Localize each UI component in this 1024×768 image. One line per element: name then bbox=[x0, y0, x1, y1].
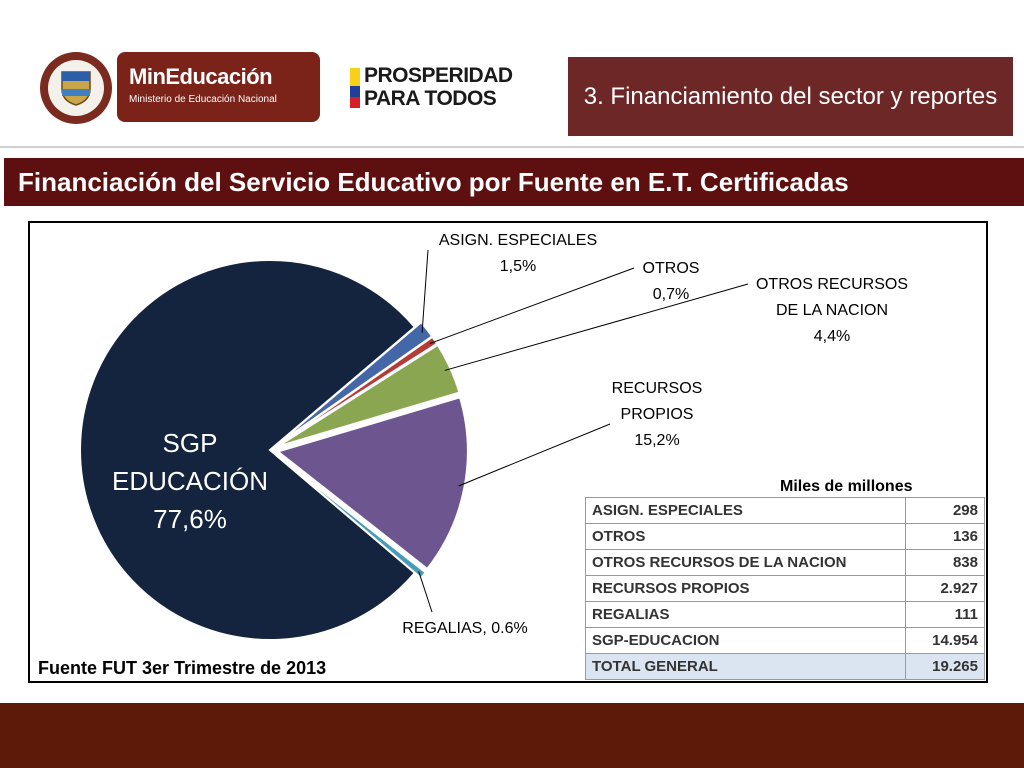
slice-label-line: PROPIOS bbox=[620, 406, 694, 423]
slice-label-line: DE LA NACION bbox=[775, 302, 889, 319]
label-otros: OTROS 0,7% bbox=[622, 256, 720, 308]
prosperidad-line1: PROSPERIDAD bbox=[364, 64, 513, 87]
section-title: 3. Financiamiento del sector y reportes bbox=[568, 57, 1013, 136]
pie-slice-otros-recursos-nacion bbox=[276, 343, 461, 448]
pie-slice-recursos-propios bbox=[275, 396, 469, 571]
prosperidad-line2: PARA TODOS bbox=[364, 87, 497, 110]
colombia-flag-icon bbox=[350, 68, 360, 108]
slice-label-line: 77,6% bbox=[153, 504, 227, 534]
slice-label-line: OTROS RECURSOS bbox=[755, 276, 908, 293]
table-row: RECURSOS PROPIOS 2.927 bbox=[585, 575, 985, 602]
table-cell-value: 838 bbox=[905, 549, 985, 576]
footer-bar bbox=[0, 703, 1024, 768]
prosperidad-text: PROSPERIDAD PARA TODOS bbox=[364, 64, 513, 110]
leader-line-otros bbox=[429, 267, 635, 345]
pie-slice-otros bbox=[276, 335, 439, 447]
shield-icon bbox=[48, 60, 104, 116]
leader-line-recursos-propios bbox=[458, 423, 611, 487]
label-asign-especiales: ASIGN. ESPECIALES 1,5% bbox=[420, 228, 616, 280]
slice-label-line: 15,2% bbox=[634, 432, 680, 449]
slice-label-line: 0,7% bbox=[652, 286, 690, 303]
pie-slice-sgp-educacion bbox=[79, 259, 417, 641]
table-cell-value: 136 bbox=[905, 523, 985, 550]
page-title: Financiación del Servicio Educativo por … bbox=[4, 158, 1024, 206]
table-row: ASIGN. ESPECIALES 298 bbox=[585, 497, 985, 524]
table-cell-label: OTROS bbox=[585, 523, 906, 550]
table-cell-value: 2.927 bbox=[905, 575, 985, 602]
slice-label-line: SGP bbox=[162, 428, 218, 458]
table-cell-label: ASIGN. ESPECIALES bbox=[585, 497, 906, 524]
table-cell-value: 111 bbox=[905, 601, 985, 628]
slice-label-line: REGALIAS, 0.6% bbox=[402, 620, 528, 637]
label-otros-recursos-nacion: OTROS RECURSOS DE LA NACION 4,4% bbox=[732, 272, 932, 350]
slice-label-line: EDUCACIÓN bbox=[111, 466, 268, 496]
leader-line-otros-recursos-nacion bbox=[444, 283, 749, 371]
table-cell-label: SGP-EDUCACION bbox=[585, 627, 906, 654]
table-cell-value: 14.954 bbox=[905, 627, 985, 654]
label-regalias: REGALIAS, 0.6% bbox=[380, 616, 550, 642]
slice-label-line: RECURSOS bbox=[611, 380, 703, 397]
table-row: OTROS RECURSOS DE LA NACION 838 bbox=[585, 549, 985, 576]
table-total-row: TOTAL GENERAL 19.265 bbox=[585, 653, 985, 680]
colombia-seal-logo bbox=[40, 52, 112, 124]
table-cell-label: TOTAL GENERAL bbox=[585, 653, 906, 680]
slice-label-line: ASIGN. ESPECIALES bbox=[438, 232, 598, 249]
mineducacion-subtitle: Ministerio de Educación Nacional bbox=[129, 94, 277, 105]
label-recursos-propios: RECURSOS PROPIOS 15,2% bbox=[594, 376, 720, 454]
mineducacion-title: MinEducación bbox=[129, 64, 273, 89]
table-row: OTROS 136 bbox=[585, 523, 985, 550]
units-note: Miles de millones bbox=[780, 478, 913, 495]
slice-label-line: 4,4% bbox=[813, 328, 851, 345]
table-row: REGALIAS 111 bbox=[585, 601, 985, 628]
table-cell-value: 19.265 bbox=[905, 653, 985, 680]
table-row: SGP-EDUCACION 14.954 bbox=[585, 627, 985, 654]
leader-line-asign-especiales bbox=[421, 249, 429, 333]
header-divider bbox=[0, 146, 1024, 148]
source-note: Fuente FUT 3er Trimestre de 2013 bbox=[38, 658, 327, 678]
slice-label-line: OTROS bbox=[642, 260, 700, 277]
mineducacion-logo: MinEducación Ministerio de Educación Nac… bbox=[117, 52, 320, 122]
table-cell-label: REGALIAS bbox=[585, 601, 906, 628]
table-cell-label: RECURSOS PROPIOS bbox=[585, 575, 906, 602]
table-cell-value: 298 bbox=[905, 497, 985, 524]
table-cell-label: OTROS RECURSOS DE LA NACION bbox=[585, 549, 906, 576]
leader-line-regalias bbox=[418, 571, 433, 613]
prosperidad-logo: PROSPERIDAD PARA TODOS bbox=[350, 64, 530, 112]
header: MinEducación Ministerio de Educación Nac… bbox=[0, 0, 1024, 150]
values-table: ASIGN. ESPECIALES 298 OTROS 136 OTROS RECURS… bbox=[585, 497, 985, 680]
slice-label-line: 1,5% bbox=[499, 258, 537, 275]
label-sgp-educacion: SGP EDUCACIÓN 77,6% bbox=[100, 424, 280, 538]
